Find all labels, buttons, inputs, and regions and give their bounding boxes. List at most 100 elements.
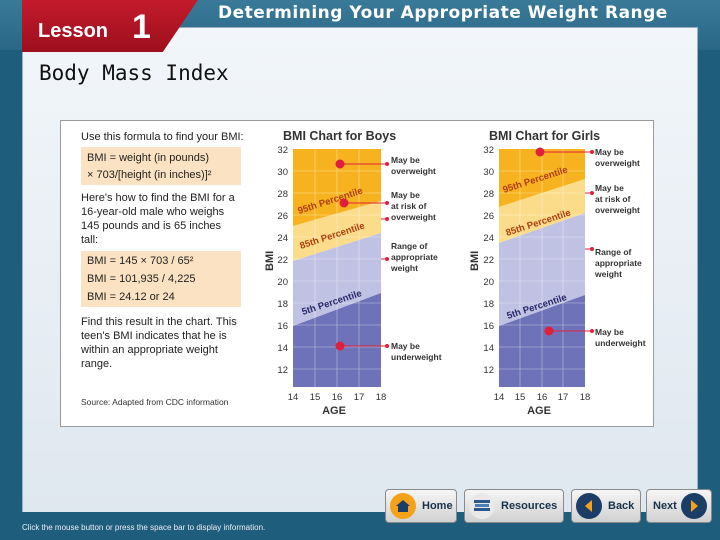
star-icon: [335, 341, 345, 351]
y-tick: 22: [277, 255, 288, 266]
boys-callouts: May be overweight May be at risk of over…: [390, 155, 442, 362]
callout-line: overweight: [595, 205, 640, 215]
home-button[interactable]: Home: [385, 489, 457, 523]
books-icon: [469, 493, 495, 519]
callout-line: overweight: [391, 166, 436, 176]
x-tick: 16: [332, 392, 343, 403]
y-tick: 16: [483, 321, 494, 332]
star-icon: [339, 198, 349, 208]
boys-chart: 95th Percentile 85th Percentile 5th Perc…: [293, 149, 385, 387]
girls-y-axis-label: BMI: [469, 251, 481, 271]
callout-line: May be: [391, 341, 420, 351]
back-label: Back: [608, 500, 635, 512]
boys-y-ticks: 32 30 28 26 24 22 20 18 16 14 12: [277, 145, 288, 376]
callout-line: Range of: [595, 247, 632, 257]
x-tick: 15: [515, 392, 526, 403]
star-icon: [535, 147, 545, 157]
back-button[interactable]: Back: [571, 489, 641, 523]
resources-button[interactable]: Resources: [464, 489, 564, 523]
lesson-label: Lesson: [38, 20, 109, 42]
result-line: within an appropriate weight: [80, 344, 218, 356]
y-tick: 28: [483, 189, 494, 200]
bmi-figure: Use this formula to find your BMI: BMI =…: [60, 120, 654, 427]
y-tick: 28: [277, 189, 288, 200]
boys-star-markers: [335, 159, 349, 351]
callout-line: at risk of: [595, 194, 631, 204]
star-icon: [544, 326, 554, 336]
y-tick: 14: [483, 343, 494, 354]
slide-subtitle: Body Mass Index: [39, 61, 229, 85]
callout-line: May be: [595, 327, 624, 337]
boys-x-ticks: 14 15 16 17 18: [288, 392, 387, 403]
status-text: Click the mouse button or press the spac…: [22, 523, 266, 532]
source-note: Source: Adapted from CDC information: [81, 397, 229, 407]
calc-line-1: BMI = 145 × 703 / 65²: [87, 255, 194, 267]
y-tick: 26: [277, 211, 288, 222]
formula-box: [81, 147, 241, 185]
y-tick: 24: [277, 233, 288, 244]
y-tick: 12: [277, 365, 288, 376]
y-tick: 24: [483, 233, 494, 244]
y-tick: 14: [277, 343, 288, 354]
girls-callouts: May be overweight May be at risk of over…: [594, 147, 646, 348]
star-icon: [335, 159, 345, 169]
x-tick: 14: [288, 392, 299, 403]
y-tick: 30: [277, 167, 288, 178]
y-tick: 16: [277, 321, 288, 332]
formula-line-2: × 703/[height (in inches)]²: [87, 169, 212, 181]
callout-line: weight: [390, 263, 418, 273]
y-tick: 18: [483, 299, 494, 310]
callout-line: overweight: [595, 158, 640, 168]
boys-x-axis-label: AGE: [322, 405, 346, 417]
y-tick: 12: [483, 365, 494, 376]
y-tick: 20: [277, 277, 288, 288]
next-button[interactable]: Next: [646, 489, 712, 523]
callout-line: appropriate: [595, 258, 642, 268]
result-line: Find this result in the chart. This: [81, 316, 237, 328]
calculation-box: [81, 251, 241, 307]
callout-line: underweight: [391, 352, 442, 362]
result-line: range.: [81, 358, 112, 370]
example-line: Here's how to find the BMI for a: [81, 192, 236, 204]
arrow-right-icon: [680, 493, 707, 519]
callout-line: May be: [391, 190, 420, 200]
girls-x-axis-label: AGE: [527, 405, 551, 417]
callout-line: May be: [391, 155, 420, 165]
x-tick: 14: [494, 392, 505, 403]
y-tick: 32: [483, 145, 494, 156]
girls-y-ticks: 32 30 28 26 24 22 20 18 16 14 12: [483, 145, 494, 376]
slide-title: Determining Your Appropriate Weight Rang…: [218, 3, 668, 23]
lesson-number: 1: [132, 8, 151, 46]
x-tick: 15: [310, 392, 321, 403]
girls-star-markers: [535, 147, 554, 336]
y-tick: 20: [483, 277, 494, 288]
callout-line: overweight: [391, 212, 436, 222]
x-tick: 17: [354, 392, 365, 403]
x-tick: 18: [376, 392, 387, 403]
boys-y-axis-label: BMI: [264, 251, 276, 271]
callout-line: May be: [595, 183, 624, 193]
y-tick: 30: [483, 167, 494, 178]
example-text: Here's how to find the BMI for a 16-year…: [81, 192, 236, 246]
callout-line: Range of: [391, 241, 428, 251]
callout-line: underweight: [595, 338, 646, 348]
arrow-left-icon: [576, 493, 602, 519]
example-line: tall:: [81, 234, 98, 246]
callout-line: weight: [594, 269, 622, 279]
example-line: 145 pounds and is 65 inches: [81, 220, 222, 232]
callout-line: at risk of: [391, 201, 427, 211]
resources-label: Resources: [501, 500, 558, 512]
next-label: Next: [653, 500, 677, 512]
content-area: Body Mass Index Use this formula to find…: [22, 27, 698, 514]
result-line: teen's BMI indicates that he is: [81, 330, 227, 342]
boys-chart-title: BMI Chart for Boys: [283, 129, 396, 143]
y-tick: 18: [277, 299, 288, 310]
calc-line-2: BMI = 101,935 / 4,225: [87, 273, 196, 285]
girls-chart-title: BMI Chart for Girls: [489, 129, 600, 143]
y-tick: 22: [483, 255, 494, 266]
formula-line-1: BMI = weight (in pounds): [87, 152, 209, 164]
girls-chart: 95th Percentile 85th Percentile 5th Perc…: [499, 147, 591, 387]
x-tick: 16: [537, 392, 548, 403]
callout-line: May be: [595, 147, 624, 157]
home-icon: [390, 493, 416, 519]
